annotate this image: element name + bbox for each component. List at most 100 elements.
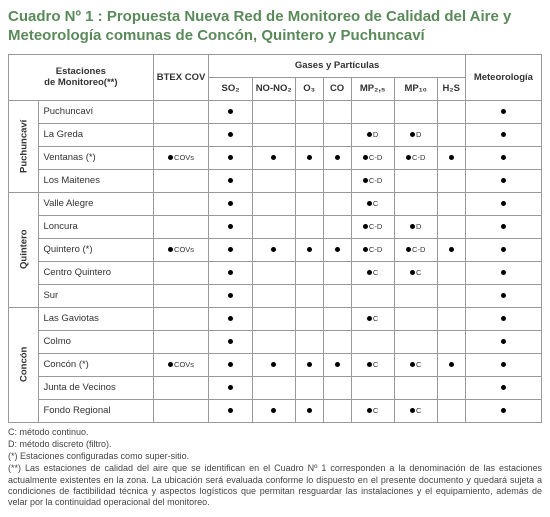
- station-name: La Greda: [39, 123, 153, 146]
- cell-so2: [209, 146, 252, 169]
- cell-co: [323, 215, 351, 238]
- header-meteo: Meteorología: [465, 54, 541, 100]
- cell-nono2: [252, 215, 295, 238]
- cell-h2s: [437, 215, 465, 238]
- cell-btex: [153, 307, 209, 330]
- cell-h2s: [437, 146, 465, 169]
- cell-btex: [153, 100, 209, 123]
- cell-so2: [209, 330, 252, 353]
- station-name: Las Gaviotas: [39, 307, 153, 330]
- cell-so2: [209, 261, 252, 284]
- table-row: Centro Quintero CC: [9, 261, 542, 284]
- cell-so2: [209, 169, 252, 192]
- cell-meteo: [465, 169, 541, 192]
- cell-co: [323, 169, 351, 192]
- cell-meteo: [465, 353, 541, 376]
- cell-mp10: [394, 307, 437, 330]
- station-name: Sur: [39, 284, 153, 307]
- table-row: QuinteroValle AlegreC: [9, 192, 542, 215]
- cell-mp25: [351, 284, 394, 307]
- cell-mp25: [351, 330, 394, 353]
- cell-mp10: C-D: [394, 238, 437, 261]
- cell-co: [323, 261, 351, 284]
- station-name: Fondo Regional: [39, 399, 153, 422]
- cell-o3: [295, 399, 323, 422]
- cell-btex: [153, 399, 209, 422]
- cell-h2s: [437, 123, 465, 146]
- cell-mp10: C: [394, 399, 437, 422]
- cell-co: [323, 399, 351, 422]
- table-title: Cuadro Nº 1 : Propuesta Nueva Red de Mon…: [8, 8, 542, 46]
- cell-mp25: C-D: [351, 238, 394, 261]
- cell-mp10: D: [394, 123, 437, 146]
- cell-btex: COVs: [153, 353, 209, 376]
- table-row: Junta de Vecinos: [9, 376, 542, 399]
- cell-h2s: [437, 169, 465, 192]
- header-o3: O₃: [295, 77, 323, 100]
- station-name: Colmo: [39, 330, 153, 353]
- cell-so2: [209, 376, 252, 399]
- cell-mp25: D: [351, 123, 394, 146]
- cell-mp10: C: [394, 353, 437, 376]
- cell-nono2: [252, 100, 295, 123]
- footnotes: C: método continuo. D: método discreto (…: [8, 427, 542, 509]
- cell-nono2: [252, 353, 295, 376]
- cell-o3: [295, 169, 323, 192]
- cell-h2s: [437, 261, 465, 284]
- cell-meteo: [465, 238, 541, 261]
- cell-o3: [295, 146, 323, 169]
- cell-btex: [153, 169, 209, 192]
- cell-co: [323, 100, 351, 123]
- cell-mp25: C: [351, 192, 394, 215]
- cell-so2: [209, 307, 252, 330]
- station-name: Centro Quintero: [39, 261, 153, 284]
- header-co: CO: [323, 77, 351, 100]
- footnote-d: D: método discreto (filtro).: [8, 439, 542, 450]
- footnote-c: C: método continuo.: [8, 427, 542, 438]
- cell-mp10: C: [394, 261, 437, 284]
- cell-nono2: [252, 238, 295, 261]
- cell-meteo: [465, 399, 541, 422]
- header-h2s: H₂S: [437, 77, 465, 100]
- table-row: PuchuncavíPuchuncaví: [9, 100, 542, 123]
- cell-h2s: [437, 192, 465, 215]
- cell-meteo: [465, 146, 541, 169]
- cell-o3: [295, 261, 323, 284]
- cell-so2: [209, 192, 252, 215]
- station-name: Los Maitenes: [39, 169, 153, 192]
- station-name: Concón (*): [39, 353, 153, 376]
- header-mp25: MP₂,₅: [351, 77, 394, 100]
- cell-nono2: [252, 376, 295, 399]
- cell-btex: [153, 330, 209, 353]
- cell-btex: [153, 123, 209, 146]
- cell-mp25: [351, 100, 394, 123]
- cell-so2: [209, 100, 252, 123]
- cell-mp10: [394, 192, 437, 215]
- cell-o3: [295, 330, 323, 353]
- cell-meteo: [465, 284, 541, 307]
- station-name: Loncura: [39, 215, 153, 238]
- cell-mp25: C: [351, 399, 394, 422]
- cell-o3: [295, 123, 323, 146]
- cell-btex: [153, 284, 209, 307]
- cell-mp25: C-D: [351, 146, 394, 169]
- cell-h2s: [437, 284, 465, 307]
- cell-mp10: [394, 376, 437, 399]
- cell-o3: [295, 353, 323, 376]
- cell-so2: [209, 123, 252, 146]
- cell-mp10: [394, 169, 437, 192]
- cell-h2s: [437, 238, 465, 261]
- monitoring-table: Estacionesde Monitoreo(**) BTEX COV Gase…: [8, 54, 542, 423]
- cell-nono2: [252, 399, 295, 422]
- cell-so2: [209, 399, 252, 422]
- cell-nono2: [252, 330, 295, 353]
- cell-meteo: [465, 307, 541, 330]
- cell-btex: [153, 376, 209, 399]
- cell-nono2: [252, 261, 295, 284]
- cell-so2: [209, 284, 252, 307]
- header-gases: Gases y Partículas: [209, 54, 465, 77]
- table-row: La Greda DD: [9, 123, 542, 146]
- table-row: Quintero (*)COVsC-DC-D: [9, 238, 542, 261]
- cell-co: [323, 192, 351, 215]
- cell-mp25: C: [351, 261, 394, 284]
